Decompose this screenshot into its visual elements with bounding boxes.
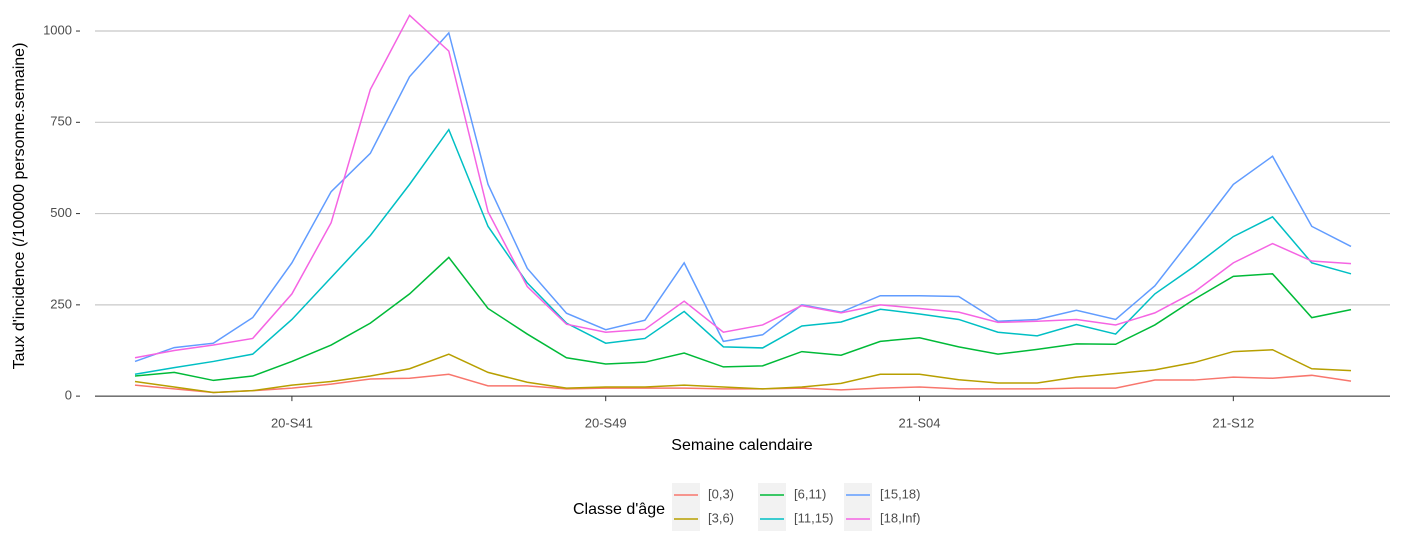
y-tick-label: 750: [50, 114, 72, 129]
x-tick-label: 21-S12: [1212, 416, 1254, 431]
series-line: [134, 14, 1352, 359]
y-tick-label: 0: [65, 388, 72, 403]
x-axis-title: Semaine calendaire: [671, 437, 813, 454]
series-line: [134, 349, 1352, 394]
y-axis-title: Taux d'incidence (/100000 personne.semai…: [11, 43, 28, 370]
legend-label: [18,Inf): [880, 510, 920, 525]
y-tick-label: 250: [50, 296, 72, 311]
x-tick-label: 20-S41: [271, 416, 313, 431]
legend-label: [15,18): [880, 486, 920, 501]
legend-title: Classe d'âge: [573, 501, 665, 518]
x-tick-label: 20-S49: [585, 416, 627, 431]
series-line: [134, 31, 1352, 363]
series-line: [134, 373, 1352, 394]
series-line: [134, 128, 1352, 375]
series-line: [134, 256, 1352, 382]
legend-label: [3,6): [708, 510, 734, 525]
legend-label: [11,15): [794, 510, 834, 525]
y-tick-label: 1000: [43, 22, 72, 37]
y-tick-label: 500: [50, 205, 72, 220]
legend-label: [0,3): [708, 486, 734, 501]
x-tick-label: 21-S04: [899, 416, 941, 431]
legend-label: [6,11): [794, 486, 826, 501]
